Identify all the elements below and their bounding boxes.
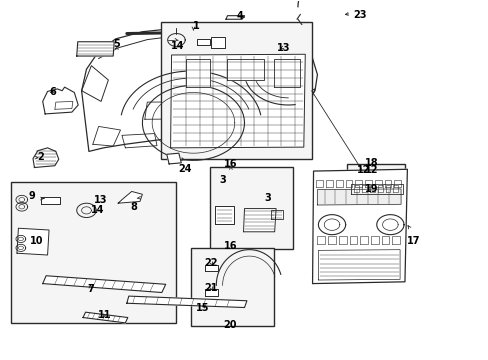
Text: 16: 16 [224,241,237,251]
Bar [346,164,404,196]
Text: 12: 12 [365,165,378,175]
Text: 23: 23 [353,10,366,19]
Text: 5: 5 [114,39,120,49]
Text: 21: 21 [204,283,218,293]
Polygon shape [385,185,389,192]
Text: 7: 7 [87,284,94,294]
Polygon shape [391,237,399,244]
Polygon shape [374,180,381,187]
Polygon shape [166,153,181,164]
Polygon shape [345,180,352,187]
Polygon shape [243,208,276,232]
Polygon shape [42,87,78,114]
Polygon shape [318,249,399,280]
Bar [11,182,176,323]
Polygon shape [351,184,402,194]
Polygon shape [204,265,217,271]
Polygon shape [126,296,246,307]
Polygon shape [211,37,224,48]
Polygon shape [215,206,233,224]
Polygon shape [204,289,217,296]
Polygon shape [81,28,317,152]
Polygon shape [197,39,210,45]
Text: 20: 20 [223,320,236,330]
Text: 15: 15 [196,302,209,312]
Polygon shape [381,237,388,244]
Polygon shape [365,180,371,187]
Polygon shape [354,185,359,192]
Polygon shape [225,16,244,19]
Text: 18: 18 [365,158,378,168]
Polygon shape [77,42,114,56]
Text: 4: 4 [236,11,243,21]
Bar [191,248,273,327]
Polygon shape [392,185,397,192]
Text: 2: 2 [37,152,43,162]
Polygon shape [227,59,264,80]
Polygon shape [327,237,335,244]
Text: 14: 14 [170,41,184,51]
Text: 22: 22 [204,258,218,268]
Text: 13: 13 [276,43,289,53]
Polygon shape [273,59,300,87]
Polygon shape [170,54,305,148]
Polygon shape [355,180,362,187]
Bar [210,167,292,249]
Text: 9: 9 [28,191,35,201]
Polygon shape [42,276,165,293]
Polygon shape [325,180,332,187]
Polygon shape [335,180,342,187]
Polygon shape [349,237,357,244]
Polygon shape [393,180,400,187]
Bar [161,22,311,159]
Text: 12: 12 [356,165,369,175]
Polygon shape [186,59,210,87]
Polygon shape [338,237,346,244]
Polygon shape [384,180,390,187]
Text: 16: 16 [224,159,237,169]
Text: 17: 17 [406,236,420,246]
Text: 8: 8 [130,202,137,212]
Polygon shape [377,185,382,192]
Text: 1: 1 [192,21,199,31]
Polygon shape [370,237,378,244]
Polygon shape [41,197,60,204]
Text: 19: 19 [365,184,378,194]
Text: 10: 10 [30,236,43,246]
Polygon shape [360,237,367,244]
Text: 13: 13 [94,195,107,204]
Text: 3: 3 [219,175,225,185]
Polygon shape [33,148,59,167]
Polygon shape [83,312,127,323]
Text: 11: 11 [98,310,111,320]
Polygon shape [317,237,325,244]
Text: 14: 14 [91,205,104,215]
Text: 24: 24 [178,163,191,174]
Polygon shape [362,185,366,192]
Polygon shape [17,228,49,255]
Polygon shape [316,180,323,187]
Polygon shape [118,192,142,203]
Polygon shape [312,169,407,284]
Polygon shape [271,210,283,219]
Text: 6: 6 [49,87,56,98]
Text: 3: 3 [264,193,271,203]
Polygon shape [317,189,400,205]
Polygon shape [369,185,374,192]
